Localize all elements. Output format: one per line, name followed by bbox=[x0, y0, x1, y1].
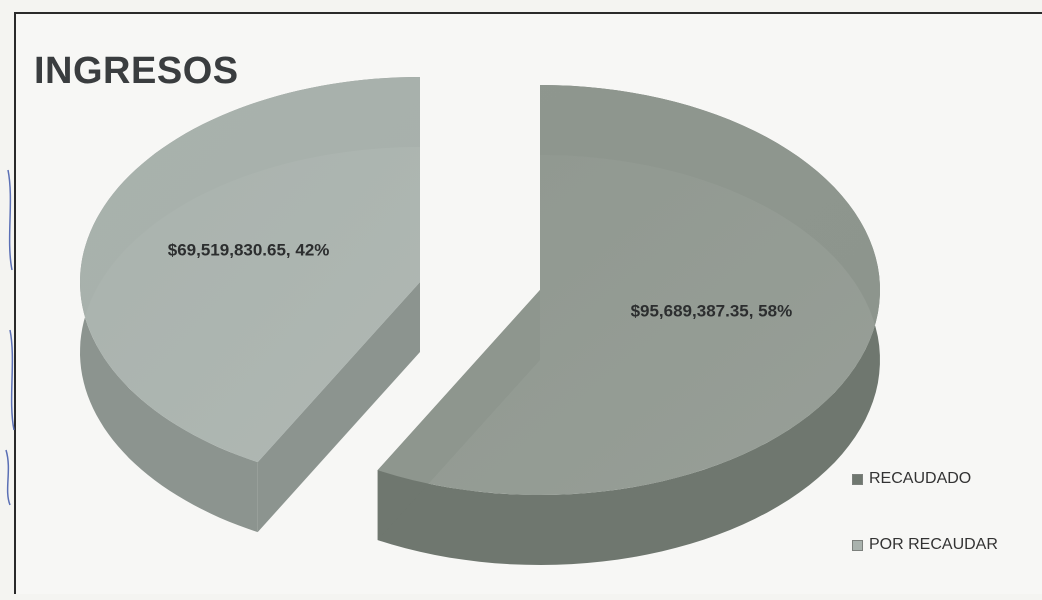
legend-label-por-recaudar: POR RECAUDAR bbox=[869, 536, 998, 553]
data-label-recaudado: $95,689,387.35, 58% bbox=[631, 301, 793, 320]
chart-title: INGRESOS bbox=[34, 50, 239, 92]
legend-item-por-recaudar: POR RECAUDAR bbox=[852, 534, 998, 556]
pie-slice-recaudado: $95,689,387.35, 58% bbox=[377, 85, 881, 565]
legend-label-recaudado: RECAUDADO bbox=[869, 470, 972, 487]
legend-swatch-por-recaudar bbox=[852, 539, 863, 551]
pie-chart: $95,689,387.35, 58% $69,519,830.65, 42% bbox=[80, 77, 881, 565]
pie-slice-top bbox=[80, 77, 421, 463]
pen-mark bbox=[5, 169, 15, 506]
pie-slice-por-recaudar: $69,519,830.65, 42% bbox=[80, 77, 421, 533]
pie-slice-side bbox=[377, 85, 880, 565]
pie-slice-top bbox=[377, 85, 881, 495]
legend-item-recaudado: RECAUDADO bbox=[852, 468, 998, 490]
legend-swatch-recaudado bbox=[852, 473, 863, 485]
data-label-por-recaudar: $69,519,830.65, 42% bbox=[168, 241, 330, 260]
pie-slice-wall bbox=[257, 282, 420, 533]
legend: RECAUDADO POR RECAUDAR bbox=[852, 468, 998, 600]
